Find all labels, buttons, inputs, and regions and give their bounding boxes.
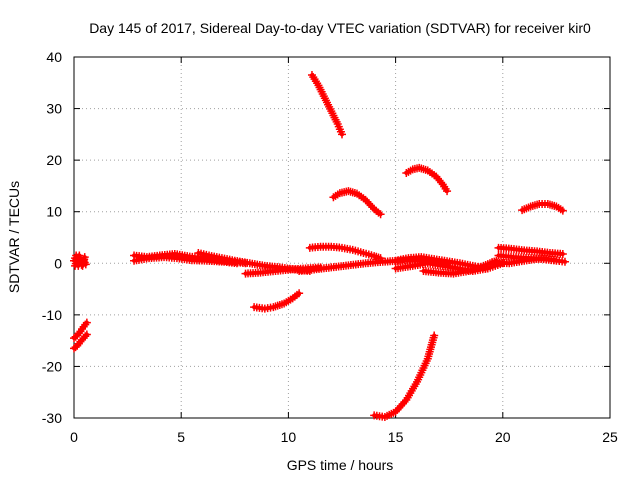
x-tick-label: 0 <box>70 429 78 445</box>
data-point <box>558 250 567 259</box>
x-tick-label: 25 <box>602 429 618 445</box>
data-point <box>82 330 91 339</box>
data-series <box>71 251 90 270</box>
data-series <box>402 163 452 196</box>
data-point <box>81 332 90 341</box>
data-point <box>80 258 89 267</box>
data-point <box>560 257 569 266</box>
y-tick-label: 0 <box>54 255 62 271</box>
data-series <box>488 254 561 268</box>
x-tick-label: 15 <box>388 429 404 445</box>
data-point <box>376 210 385 219</box>
data-points <box>70 71 569 421</box>
grid <box>74 57 610 418</box>
data-series <box>391 253 490 273</box>
data-point <box>81 260 90 269</box>
data-series <box>250 289 304 313</box>
data-series <box>494 243 567 259</box>
x-tick-label: 5 <box>177 429 185 445</box>
y-axis-label: SDTVAR / TECUs <box>6 181 22 293</box>
y-tick-label: 40 <box>46 49 62 65</box>
data-series <box>329 187 385 219</box>
data-series <box>307 71 346 139</box>
x-tick-label: 20 <box>495 429 511 445</box>
data-series <box>370 331 439 421</box>
data-point <box>558 206 567 215</box>
data-point <box>338 130 346 139</box>
data-point <box>368 203 377 212</box>
data-point <box>82 318 91 327</box>
data-series <box>518 199 567 215</box>
y-tick-label: 30 <box>46 101 62 117</box>
x-axis-label: GPS time / hours <box>287 457 394 473</box>
y-tick-label: -20 <box>42 358 62 374</box>
plot-frame <box>73 56 611 419</box>
y-tick-label: 10 <box>46 204 62 220</box>
y-tick-label: 20 <box>46 152 62 168</box>
data-point <box>365 199 374 208</box>
data-point <box>552 256 561 265</box>
data-point <box>366 201 375 210</box>
y-tick-label: -30 <box>42 410 62 426</box>
data-series <box>70 318 91 343</box>
data-point <box>443 187 452 196</box>
data-point <box>430 331 439 340</box>
y-tick-label: -10 <box>42 307 62 323</box>
chart-title: Day 145 of 2017, Sidereal Day-to-day VTE… <box>89 20 591 36</box>
ticks: 0 5 10 15 20 25 -30 -20 -10 0 10 20 30 40 <box>42 49 618 445</box>
data-series <box>305 242 385 263</box>
data-series <box>70 330 91 353</box>
data-point <box>361 195 370 204</box>
x-tick-label: 10 <box>281 429 297 445</box>
data-point <box>295 289 304 298</box>
data-point <box>363 197 372 206</box>
